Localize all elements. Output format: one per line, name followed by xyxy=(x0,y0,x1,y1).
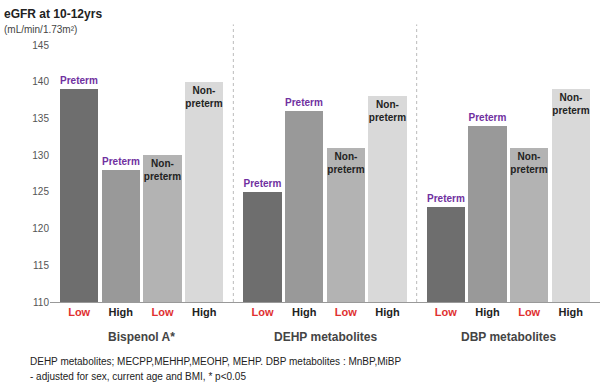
svg-text:Low: Low xyxy=(335,306,357,318)
svg-text:High: High xyxy=(559,306,584,318)
svg-text:Non-preterm: Non-preterm xyxy=(144,158,181,182)
svg-text:Non-preterm: Non-preterm xyxy=(327,151,364,175)
svg-text:Preterm: Preterm xyxy=(427,193,465,204)
svg-text:DBP metabolites: DBP metabolites xyxy=(461,330,556,344)
svg-text:DEHP metabolites; MECPP,MEHHP,: DEHP metabolites; MECPP,MEHHP,MEOHP, MEH… xyxy=(30,356,401,367)
svg-text:High: High xyxy=(375,306,400,318)
svg-text:High: High xyxy=(192,306,217,318)
svg-text:High: High xyxy=(475,306,500,318)
svg-text:- adjusted for sex, current ag: - adjusted for sex, current age and BMI,… xyxy=(30,371,246,382)
svg-text:Low: Low xyxy=(518,306,540,318)
svg-text:140: 140 xyxy=(32,76,49,87)
svg-text:130: 130 xyxy=(32,150,49,161)
svg-text:120: 120 xyxy=(32,223,49,234)
svg-text:Preterm: Preterm xyxy=(244,178,282,189)
svg-text:Low: Low xyxy=(68,306,90,318)
svg-text:Preterm: Preterm xyxy=(285,97,323,108)
svg-text:135: 135 xyxy=(32,113,49,124)
svg-text:High: High xyxy=(292,306,317,318)
svg-text:110: 110 xyxy=(33,297,49,308)
svg-text:(mL/min/1.73m²): (mL/min/1.73m²) xyxy=(4,24,77,35)
svg-text:High: High xyxy=(109,306,134,318)
svg-text:115: 115 xyxy=(33,260,49,271)
svg-text:Non-preterm: Non-preterm xyxy=(185,85,222,109)
svg-text:eGFR at 10-12yrs: eGFR at 10-12yrs xyxy=(4,7,102,21)
svg-text:Non-preterm: Non-preterm xyxy=(369,99,406,123)
svg-text:Low: Low xyxy=(435,306,457,318)
svg-text:Preterm: Preterm xyxy=(469,112,507,123)
svg-text:Preterm: Preterm xyxy=(102,156,140,167)
svg-text:DEHP metabolites: DEHP metabolites xyxy=(274,330,377,344)
svg-text:145: 145 xyxy=(32,40,49,51)
svg-text:Preterm: Preterm xyxy=(60,75,98,86)
svg-text:Low: Low xyxy=(152,306,174,318)
svg-text:Low: Low xyxy=(252,306,274,318)
svg-text:Non-preterm: Non-preterm xyxy=(552,92,589,116)
svg-text:Bispenol A*: Bispenol A* xyxy=(108,330,175,344)
svg-text:125: 125 xyxy=(32,186,49,197)
svg-text:Non-preterm: Non-preterm xyxy=(510,151,547,175)
